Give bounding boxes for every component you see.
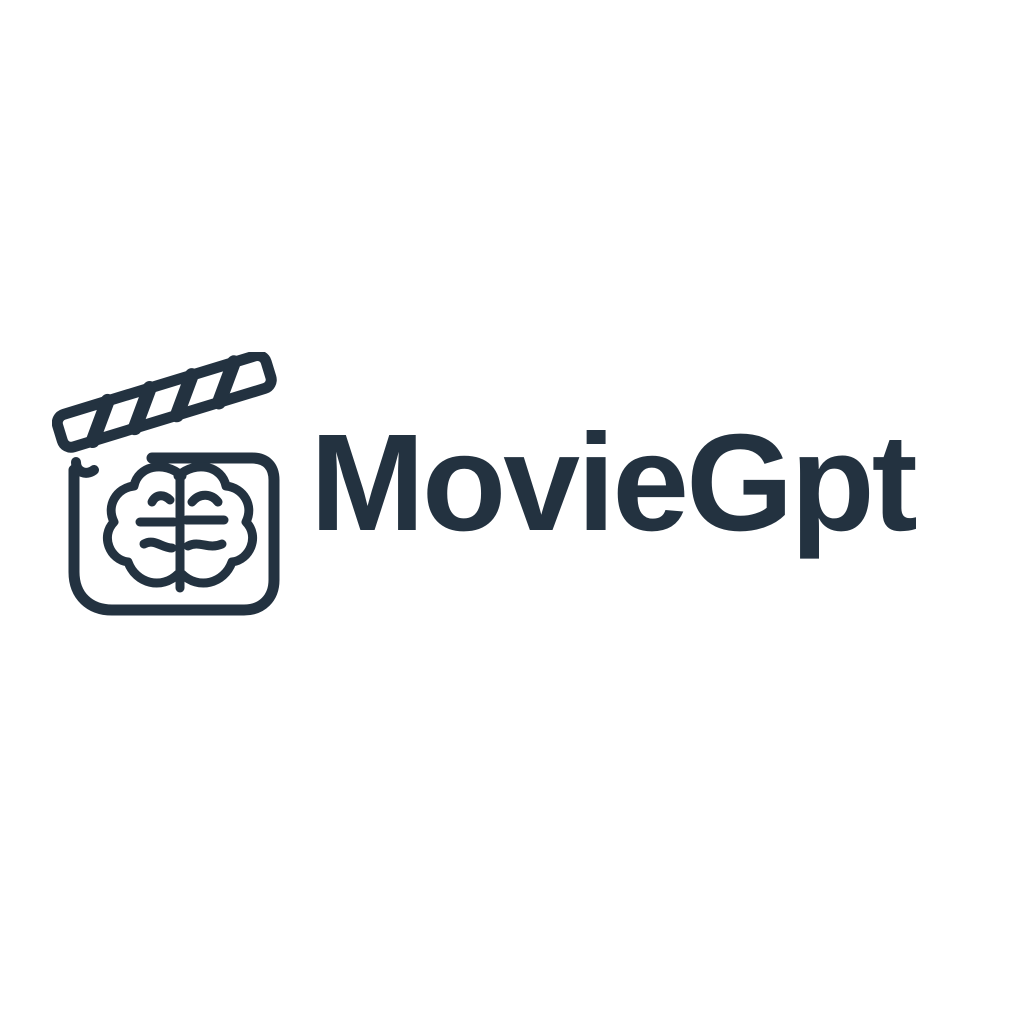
movie-gpt-logo: MovieGpt	[52, 352, 982, 616]
brain-icon	[103, 462, 257, 593]
clapperboard-brain-icon	[52, 352, 284, 616]
clapperboard-brain-graphic	[52, 352, 280, 616]
clapper-stick	[52, 352, 277, 453]
brand-name: MovieGpt	[310, 406, 918, 560]
